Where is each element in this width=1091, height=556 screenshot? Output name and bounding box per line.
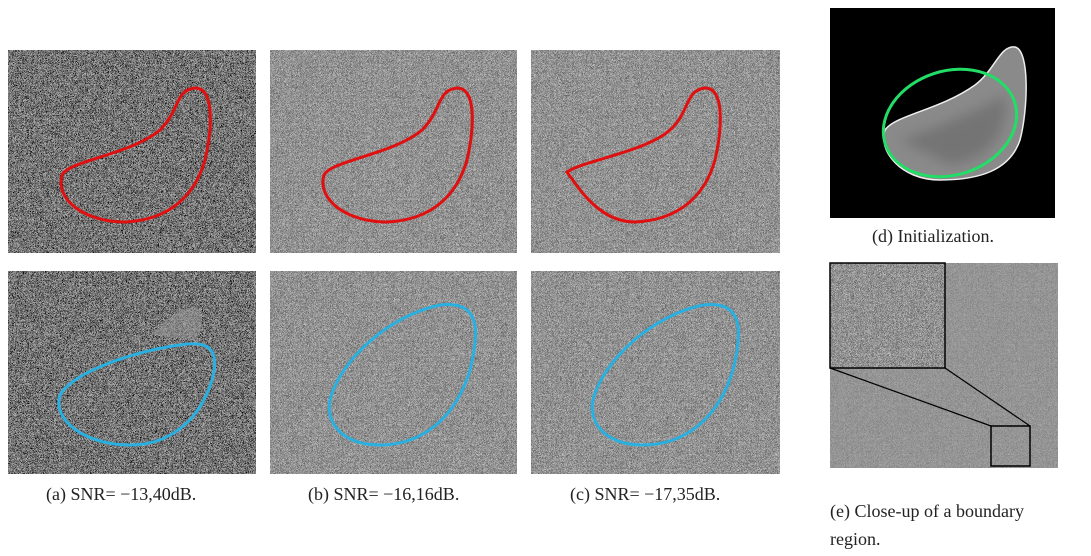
caption: (a) SNR= −13,40dB. [46,484,197,504]
zoom-box [990,425,1031,467]
caption: (e) Close-up of a boundary region. [830,501,1024,549]
zoom-line [944,367,1031,427]
noisy-image [8,50,256,253]
noisy-image [531,271,780,474]
blue-contours [57,302,740,447]
inset-border [829,262,946,369]
zoom-inset [830,263,945,368]
init-contour [881,67,1019,179]
faint-region [150,307,203,340]
shading [900,95,1006,165]
caption: (b) SNR= −16,16dB. [308,484,460,504]
noisy-image [270,271,517,474]
caption: (d) Initialization. [872,226,994,246]
noisy-image [531,50,780,253]
red-contours [59,86,722,224]
zoom-line [829,367,992,427]
caption: (c) SNR= −17,35dB. [570,484,721,504]
noisy-image [270,50,517,253]
